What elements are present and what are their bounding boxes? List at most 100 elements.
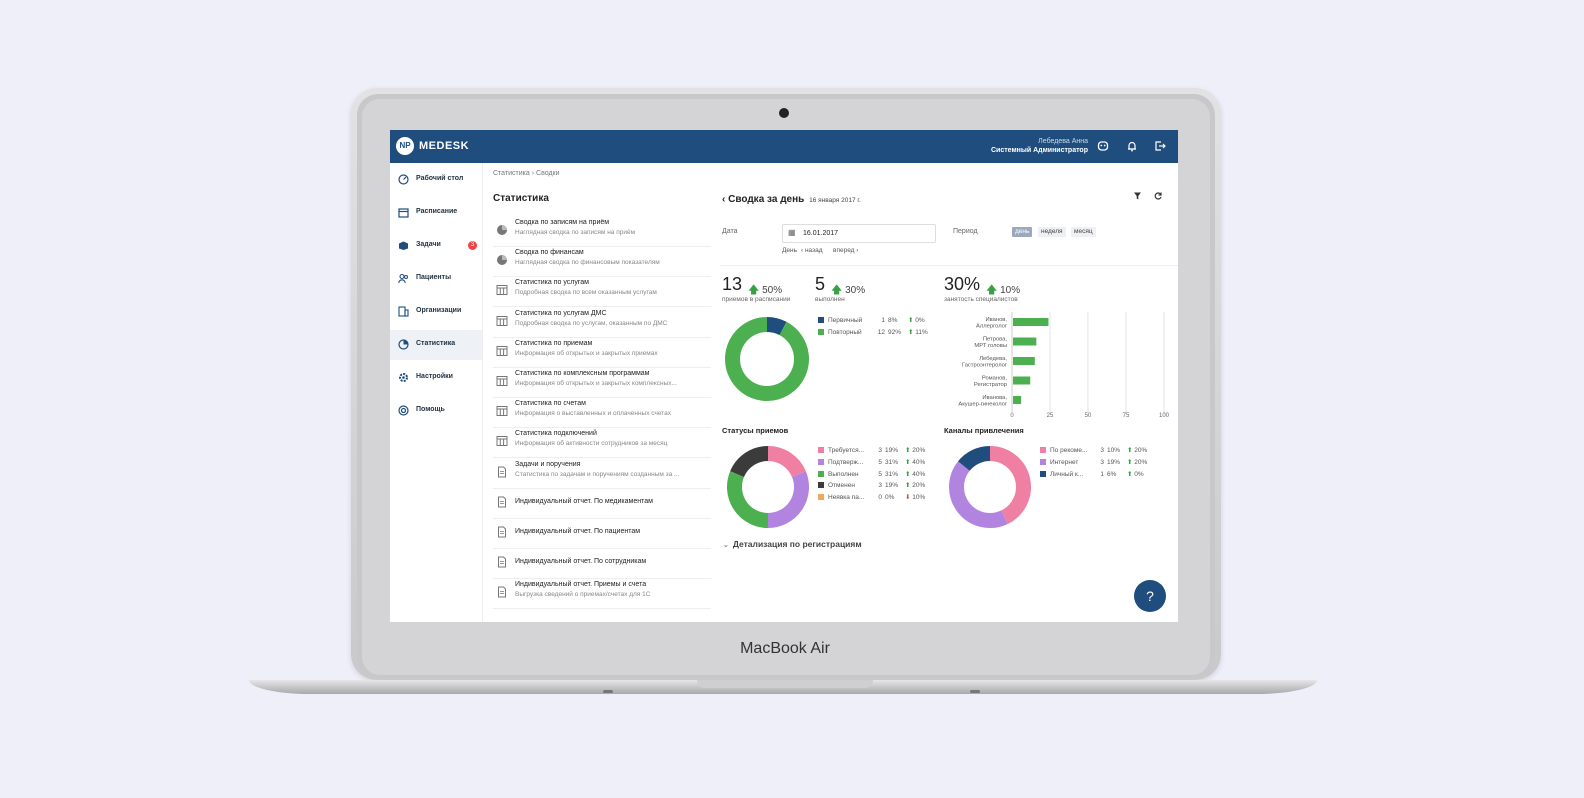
sidebar-item-dashboard[interactable]: Рабочий стол xyxy=(390,165,482,195)
acquisition-channels-donut-chart xyxy=(949,446,1031,528)
legend-item[interactable]: Выполнен 5 31% ⬆ 40% xyxy=(818,470,925,479)
legend-label: Неявка па... xyxy=(828,494,865,502)
sidebar-item-label: Расписание xyxy=(416,208,458,215)
list-item[interactable]: Статистика по комплексным программам Инфо… xyxy=(493,367,711,398)
logo-text[interactable]: MEDESK xyxy=(419,140,470,152)
list-item-title: Индивидуальный отчет. Приемы и счета xyxy=(515,581,647,589)
list-item[interactable]: Статистика по услугам Подробная сводка по… xyxy=(493,276,711,308)
pie-icon xyxy=(496,254,508,266)
summary-title[interactable]: ‹ Сводка за день 16 января 2017 г. xyxy=(722,194,861,205)
donut-slice[interactable] xyxy=(725,317,809,401)
user-role[interactable]: Системный Администратор xyxy=(990,147,1088,154)
gauge-icon xyxy=(398,174,409,185)
donut-slice[interactable] xyxy=(957,446,991,472)
legend-swatch xyxy=(818,470,824,477)
list-item-title: Статистика по приемам xyxy=(515,339,593,347)
legend-swatch xyxy=(818,447,824,453)
filter-icon[interactable] xyxy=(1130,191,1146,205)
breadcrumb-root[interactable]: Статистика xyxy=(493,170,530,177)
legend-item[interactable]: Первичный 1 8% ⬆ 0% xyxy=(818,316,925,325)
donut-slice[interactable] xyxy=(989,446,1031,524)
date-label: Дата xyxy=(722,228,738,235)
doc-icon xyxy=(496,586,508,598)
list-item[interactable]: Задачи и поручения Статистика по задачам … xyxy=(493,458,711,489)
period-week-button[interactable]: неделя xyxy=(1038,227,1066,237)
list-item[interactable]: Сводка по записям на приём Наглядная свод… xyxy=(493,216,711,247)
list-item[interactable]: Индивидуальный отчет. По пациентам xyxy=(493,518,711,549)
legend-item[interactable]: Интернет 3 19% ⬆ 20% xyxy=(1040,458,1147,467)
list-item[interactable]: Статистика подключений Информация об акти… xyxy=(493,427,711,459)
list-item-subtitle: Подробная сводка по всем оказанным услуг… xyxy=(515,289,657,297)
legend-share: 10% xyxy=(1107,447,1121,454)
sidebar-item-help[interactable]: Помощь xyxy=(390,396,482,426)
legend-change: 11% xyxy=(915,328,928,336)
logout-icon[interactable] xyxy=(1153,140,1167,154)
legend-count: 3 xyxy=(878,447,882,454)
chevron-down-icon: ⌄ xyxy=(723,542,729,549)
legend-share: 19% xyxy=(885,482,899,490)
list-item[interactable]: Статистика по счетам Информация о выставл… xyxy=(493,397,711,429)
period-month-button[interactable]: месяц xyxy=(1071,227,1096,237)
donut-slice[interactable] xyxy=(766,317,787,336)
logo-mark[interactable]: NP xyxy=(396,137,414,155)
legend-swatch xyxy=(818,328,824,335)
legend-change: 20% xyxy=(1134,447,1148,454)
legend-label: Выполнен xyxy=(828,470,859,478)
date-field[interactable]: ▦ 16.01.2017 xyxy=(782,224,936,243)
mask-icon[interactable] xyxy=(1096,140,1110,154)
legend-item[interactable]: Личный к... 1 6% ⬆ 0% xyxy=(1040,470,1144,479)
legend-item[interactable]: Неявка па... 0 0% ⬇ 10% xyxy=(818,493,925,502)
list-item[interactable]: Индивидуальный отчет. По медикаментам xyxy=(493,488,711,519)
list-item[interactable]: Сводка по финансам Наглядная сводка по фи… xyxy=(493,246,711,278)
bar[interactable] xyxy=(1013,318,1049,326)
donut-slice[interactable] xyxy=(767,446,806,478)
bar[interactable] xyxy=(1013,396,1022,404)
list-item-subtitle: Наглядная сводка по записям на приём xyxy=(515,229,636,236)
kpi-utilization-caption: занятость специалистов xyxy=(944,296,1018,303)
sidebar-item-organizations[interactable]: Организации xyxy=(390,297,482,327)
arrow-up-icon: ⬆ xyxy=(905,482,911,490)
refresh-icon[interactable] xyxy=(1150,191,1166,205)
sidebar-item-tasks[interactable]: Задачи 3 xyxy=(390,231,482,261)
kpi-appointments-value: 13 xyxy=(722,274,743,294)
bar[interactable] xyxy=(1013,357,1035,365)
list-item[interactable]: Статистика по услугам ДМС Подробная сводк… xyxy=(493,307,711,338)
donut-slice[interactable] xyxy=(767,471,809,528)
sidebar-item-schedule[interactable]: Расписание xyxy=(390,198,482,228)
list-item[interactable]: Индивидуальный отчет. Приемы и счета Выгр… xyxy=(493,578,711,610)
x-tick-label: 75 xyxy=(1123,413,1130,419)
donut-slice[interactable] xyxy=(730,446,769,478)
pie-icon xyxy=(496,224,508,236)
period-day-button[interactable]: день xyxy=(1012,227,1033,237)
doc-icon xyxy=(496,496,508,508)
sidebar-item-statistics[interactable]: Статистика xyxy=(390,330,482,360)
legend-change: 0% xyxy=(1134,470,1144,478)
help-icon[interactable]: ? xyxy=(1134,580,1166,612)
registration-details-toggle[interactable]: ⌄ Детализация по регистрациям xyxy=(723,539,862,549)
back-chevron-icon[interactable]: ‹ xyxy=(722,194,726,205)
donut-slice[interactable] xyxy=(727,471,769,528)
kpi-utilization-value: 30% xyxy=(944,274,981,294)
legend-item[interactable]: Подтверж... 5 31% ⬆ 40% xyxy=(818,458,925,467)
sidebar-item-settings[interactable]: Настройки xyxy=(390,363,482,393)
bar[interactable] xyxy=(1013,337,1037,346)
legend-item[interactable]: По рекоме... 3 10% ⬆ 20% xyxy=(1040,446,1147,455)
kpi-appointments-caption: приемов в расписании xyxy=(722,296,791,303)
donut-slice[interactable] xyxy=(949,461,1008,528)
forward-link[interactable]: вперед › xyxy=(833,247,859,254)
x-tick-label: 25 xyxy=(1047,413,1054,419)
legend-count: 0 xyxy=(878,494,882,502)
bar[interactable] xyxy=(1013,376,1031,385)
user-name[interactable]: Лебедева Анна xyxy=(1038,138,1088,145)
legend-item[interactable]: Отменен 3 19% ⬆ 20% xyxy=(818,481,925,490)
sidebar-item-patients[interactable]: Пациенты xyxy=(390,264,482,294)
list-item[interactable]: Статистика по приемам Информация об откры… xyxy=(493,337,711,368)
list-item[interactable]: Индивидуальный отчет. По сотрудникам xyxy=(493,548,711,580)
legend-item[interactable]: Повторный 12 92% ⬆ 11% xyxy=(818,328,928,337)
legend-item[interactable]: Требуется... 3 19% ⬆ 20% xyxy=(818,446,925,455)
legend-swatch xyxy=(1040,470,1046,477)
bell-icon[interactable] xyxy=(1125,140,1139,154)
legend-change: 20% xyxy=(912,447,926,454)
sidebar: Рабочий стол Расписание Задачи 3 Пациент… xyxy=(390,163,483,622)
back-link[interactable]: ‹ назад xyxy=(801,247,823,254)
